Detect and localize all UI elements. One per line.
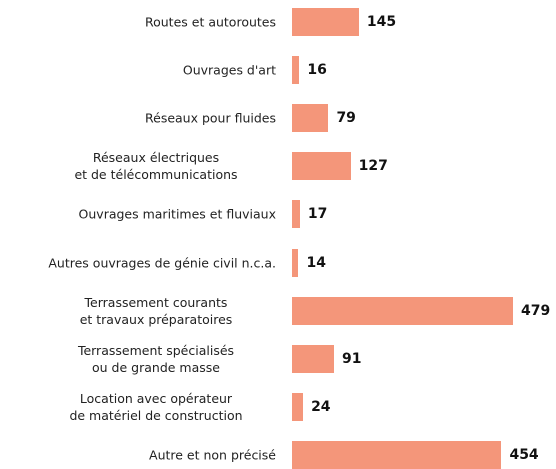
- category-label: Terrassement courants et travaux prépara…: [79, 294, 233, 327]
- bar: [292, 440, 502, 469]
- bar: [292, 104, 329, 133]
- value-label: 479: [521, 302, 551, 319]
- value-label: 127: [358, 158, 388, 175]
- category-label: Routes et autoroutes: [144, 14, 276, 30]
- category-label: Réseaux électriques et de télécommunicat…: [74, 150, 238, 183]
- value-label: 16: [307, 62, 327, 79]
- value-label: 24: [311, 398, 331, 415]
- category-label: Ouvrages maritimes et fluviaux: [78, 206, 276, 222]
- category-label: Location avec opérateur de matériel de c…: [69, 390, 243, 423]
- category-label: Autre et non précisé: [149, 447, 276, 463]
- bar: [292, 56, 300, 85]
- value-label: 91: [341, 350, 362, 367]
- category-label: Autres ouvrages de génie civil n.c.a.: [48, 255, 276, 270]
- category-label: Réseaux pour fluides: [145, 110, 276, 126]
- value-label: 17: [307, 206, 328, 223]
- value-label: 14: [306, 254, 326, 271]
- value-label: 145: [366, 14, 397, 30]
- value-label: 79: [336, 110, 356, 127]
- value-label: 454: [509, 446, 539, 463]
- bar: [292, 248, 299, 277]
- category-label: Ouvrages d'art: [182, 62, 276, 78]
- bar: [292, 152, 351, 181]
- bar: [292, 8, 359, 36]
- bar: [292, 200, 300, 229]
- bar: [292, 344, 334, 373]
- bar: [292, 296, 513, 325]
- bar: [292, 392, 304, 421]
- category-label: Terrassement spécialisés ou de grande ma…: [77, 342, 235, 375]
